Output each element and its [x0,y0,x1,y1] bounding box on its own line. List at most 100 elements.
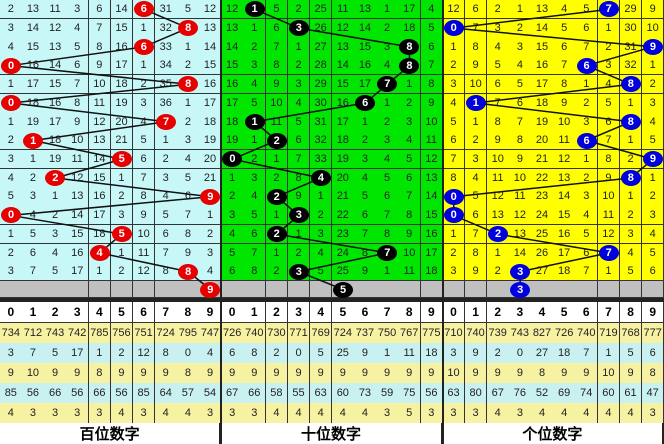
units-cell: 1 [575,149,599,170]
digit-header: 0 [442,302,466,323]
stat-cell: 9 [464,363,488,384]
tens-cell: 21 [332,187,355,207]
tens-cell: 20 [332,168,355,188]
tens-cell: 6 [265,18,289,38]
hundreds-cell: 16 [22,56,45,76]
hundreds-cell: 12 [199,0,222,20]
units-cell: 1 [575,74,599,95]
hundreds-cell: 16 [110,37,134,57]
units-label: 个位数字 [442,423,664,444]
stat-cell: 3 [44,403,67,424]
stat-cell: 9 [265,363,289,384]
stat-cell: 3 [199,403,222,424]
tens-cell: 5 [309,262,333,282]
hundreds-cell: 2 [0,0,23,20]
units-drawn-digit-ball: 9 [642,151,663,168]
units-cell: 2 [641,187,664,207]
stat-cell: 726 [553,323,576,344]
units-cell: 12 [597,224,621,245]
units-cell: 7 [575,262,599,282]
stat-cell: 4 [154,403,178,424]
stat-cell: 5 [398,403,422,424]
tens-label: 十位数字 [221,423,443,444]
next-row-cell [287,281,311,298]
tens-cell: 13 [420,168,444,188]
tens-cell: 1 [243,18,267,38]
units-cell: 11 [597,206,621,226]
hundreds-cell: 8 [132,187,156,207]
section-divider [0,298,664,302]
stat-cell: 85 [132,383,156,404]
tens-drawn-digit-ball: 8 [399,38,420,55]
stat-cell: 54 [199,383,222,404]
stat-cell: 734 [0,323,23,344]
digit-header: 4 [88,302,112,323]
units-cell: 6 [553,37,576,57]
stat-cell: 740 [243,323,267,344]
stat-cell: 756 [110,323,134,344]
tens-cell: 9 [265,74,289,95]
tens-cell: 7 [420,56,444,76]
tens-cell: 6 [420,37,444,57]
stat-cell: 726 [221,323,244,344]
hundreds-cell: 3 [132,93,156,113]
units-cell: 7 [486,93,510,113]
tens-cell: 1 [265,243,289,263]
tens-cell: 27 [309,37,333,57]
hundreds-cell: 4 [66,18,90,38]
stat-cell: 56 [66,383,90,404]
tens-cell: 2 [243,149,267,170]
tens-cell: 17 [420,243,444,263]
hundreds-cell: 8 [66,93,90,113]
hundreds-cell: 18 [199,112,222,132]
units-cell: 8 [464,37,488,57]
tens-cell: 3 [398,112,422,132]
hundreds-cell: 6 [154,224,178,245]
units-cell: 7 [553,56,576,76]
stat-cell: 8 [243,343,267,364]
hundreds-cell: 3 [22,187,45,207]
tens-cell: 25 [332,262,355,282]
stat-cell: 740 [575,323,599,344]
stat-cell: 4 [597,403,621,424]
tens-cell: 8 [265,56,289,76]
tens-cell: 7 [354,224,377,245]
stat-cell: 3 [509,403,532,424]
stat-cell: 9 [332,363,355,384]
hundreds-cell: 5 [66,37,90,57]
stat-cell: 4 [110,403,134,424]
units-cell: 1 [442,224,466,245]
units-cell: 9 [553,93,576,113]
next-row-cell [221,281,244,298]
units-cell: 1 [509,0,532,20]
next-row-cell [110,281,134,298]
hundreds-cell: 16 [88,187,112,207]
hundreds-drawn-digit-ball: 0 [1,207,22,224]
stat-cell: 0 [287,343,311,364]
hundreds-cell: 21 [110,131,134,151]
hundreds-cell: 5 [154,206,178,226]
tens-cell: 1 [376,262,399,282]
units-cell: 7 [442,149,466,170]
hundreds-cell: 5 [177,0,200,20]
hundreds-cell: 1 [88,262,112,282]
digit-header: 3 [509,302,532,323]
hundreds-cell: 15 [44,74,67,95]
hundreds-cell: 9 [132,206,156,226]
tens-cell: 5 [398,149,422,170]
units-cell: 12 [553,149,576,170]
units-cell: 13 [553,168,576,188]
stat-cell: 25 [332,343,355,364]
hundreds-cell: 8 [154,262,178,282]
units-cell: 6 [509,93,532,113]
tens-cell: 2 [376,112,399,132]
hundreds-cell: 2 [22,168,45,188]
hundreds-cell: 2 [132,74,156,95]
stat-cell: 63 [309,383,333,404]
hundreds-cell: 4 [0,168,23,188]
units-cell: 6 [597,112,621,132]
stat-cell: 9 [0,363,23,384]
stat-cell: 9 [486,363,510,384]
stat-cell: 9 [464,343,488,364]
stat-cell: 8 [177,363,200,384]
